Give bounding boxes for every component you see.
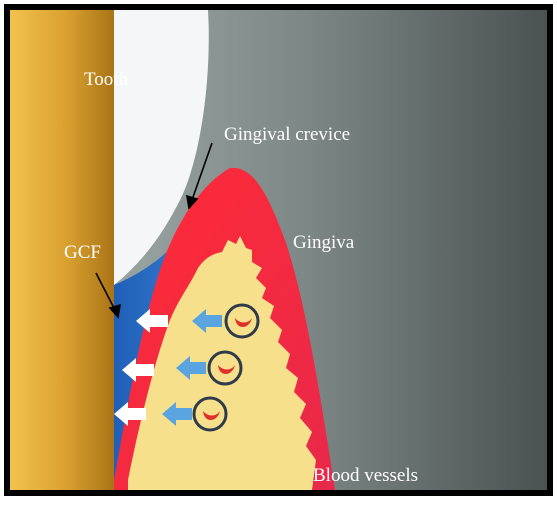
label-gcf: GCF <box>64 242 101 263</box>
connective-tissue <box>128 236 316 490</box>
blood-vessel-2 <box>207 350 243 386</box>
blue-flow-arrow <box>162 402 192 426</box>
blue-flow-arrow <box>176 356 206 380</box>
label-tooth: Tooth <box>84 69 129 90</box>
crevice-pointer-head <box>185 194 199 210</box>
blood-vessel-3 <box>192 396 228 432</box>
tooth-root <box>10 10 114 490</box>
label-gingival-crevice: Gingival crevice <box>224 124 350 145</box>
gcf-pointer-line <box>95 272 116 311</box>
blue-flow-arrow <box>192 309 222 333</box>
white-flow-arrow <box>122 358 154 382</box>
label-blood-vessels: Blood vessels <box>313 465 418 486</box>
flow-arrows-white <box>114 309 168 426</box>
flow-arrows-blue <box>162 309 222 426</box>
blood-vessel-1 <box>224 303 260 339</box>
white-flow-arrow <box>136 309 168 333</box>
gcf-pointer-head <box>108 303 122 319</box>
tooth-enamel <box>114 10 209 285</box>
white-flow-arrow <box>114 402 146 426</box>
crevice-pointer-line <box>191 142 213 201</box>
label-gingiva: Gingiva <box>293 232 355 253</box>
